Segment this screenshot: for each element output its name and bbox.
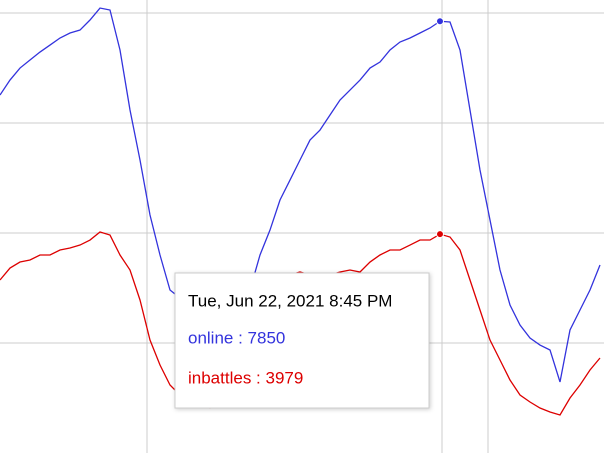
series-line [0, 7, 601, 383]
hover-point [436, 230, 444, 239]
tooltip-line: inbattles : 3979 [188, 368, 303, 387]
tooltip-line: online : 7850 [188, 328, 285, 347]
tooltip-title: Tue, Jun 22, 2021 8:45 PM [188, 291, 392, 310]
tooltip-box [174, 272, 430, 409]
plot [0, 7, 601, 416]
hover-point [436, 17, 444, 26]
series-line [0, 231, 601, 416]
tooltip: Tue, Jun 22, 2021 8:45 PM online : 7850 … [174, 272, 430, 409]
